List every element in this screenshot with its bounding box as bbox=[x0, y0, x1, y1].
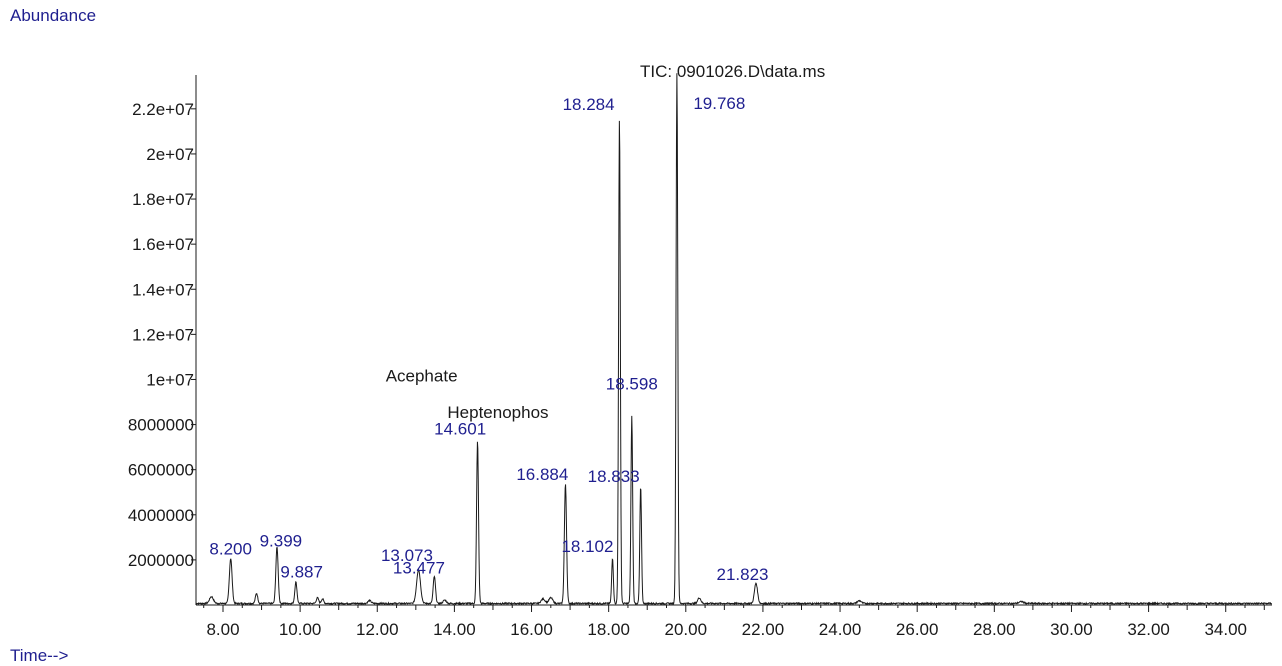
chart-title: TIC: 0901026.D\data.ms bbox=[640, 62, 825, 81]
peak-rt-label: 18.284 bbox=[563, 95, 615, 114]
peak-rt-label: 18.833 bbox=[588, 467, 640, 486]
x-tick-label: 18.00 bbox=[587, 620, 630, 639]
x-tick-label: 26.00 bbox=[896, 620, 939, 639]
x-tick-label: 28.00 bbox=[973, 620, 1016, 639]
x-tick-label: 10.00 bbox=[279, 620, 322, 639]
y-tick-label: 4000000 bbox=[128, 506, 194, 525]
y-tick-label: 1.6e+07 bbox=[132, 235, 194, 254]
axes-group: 2000000 4000000 6000000 8000000 1e+07 1.2e+07… bbox=[128, 75, 1272, 639]
peak-rt-label: 8.200 bbox=[209, 539, 252, 558]
y-axis-label: Abundance bbox=[10, 6, 96, 25]
peak-rt-label: 16.884 bbox=[516, 465, 568, 484]
x-tick-label: 32.00 bbox=[1127, 620, 1170, 639]
peak-rt-label: 18.102 bbox=[561, 537, 613, 556]
y-tick-label: 1.2e+07 bbox=[132, 325, 194, 344]
compound-name-label: Heptenophos bbox=[447, 403, 548, 422]
x-tick-label: 14.00 bbox=[433, 620, 476, 639]
x-tick-label: 22.00 bbox=[742, 620, 785, 639]
tic-trace-group bbox=[195, 73, 1273, 606]
x-tick-label: 24.00 bbox=[819, 620, 862, 639]
x-tick-label: 34.00 bbox=[1204, 620, 1247, 639]
y-tick-label: 1.4e+07 bbox=[132, 280, 194, 299]
y-tick-label: 1e+07 bbox=[146, 370, 194, 389]
x-axis-label: Time--> bbox=[10, 646, 68, 665]
peak-rt-label: 9.399 bbox=[260, 531, 303, 550]
peak-rt-label: 21.823 bbox=[716, 565, 768, 584]
y-tick-label: 8000000 bbox=[128, 416, 194, 435]
x-tick-label: 16.00 bbox=[510, 620, 553, 639]
compound-name-label: Acephate bbox=[386, 367, 458, 386]
peak-rt-label: 13.073 bbox=[381, 546, 433, 565]
peak-rt-label: 13.477 bbox=[393, 558, 445, 577]
x-tick-label: 20.00 bbox=[665, 620, 708, 639]
y-tick-label: 6000000 bbox=[128, 461, 194, 480]
x-tick-label: 30.00 bbox=[1050, 620, 1093, 639]
tic-trace bbox=[195, 73, 1273, 606]
peak-rt-label: 9.887 bbox=[280, 562, 323, 581]
peak-rt-label: 18.598 bbox=[606, 375, 658, 394]
y-tick-label: 2.2e+07 bbox=[132, 100, 194, 119]
peak-rt-label: 19.768 bbox=[693, 94, 745, 113]
x-tick-label: 12.00 bbox=[356, 620, 399, 639]
y-tick-label: 1.8e+07 bbox=[132, 190, 194, 209]
peak-rt-label: 14.601 bbox=[434, 420, 486, 439]
y-tick-label: 2e+07 bbox=[146, 145, 194, 164]
y-tick-label: 2000000 bbox=[128, 551, 194, 570]
x-tick-label: 8.00 bbox=[206, 620, 239, 639]
